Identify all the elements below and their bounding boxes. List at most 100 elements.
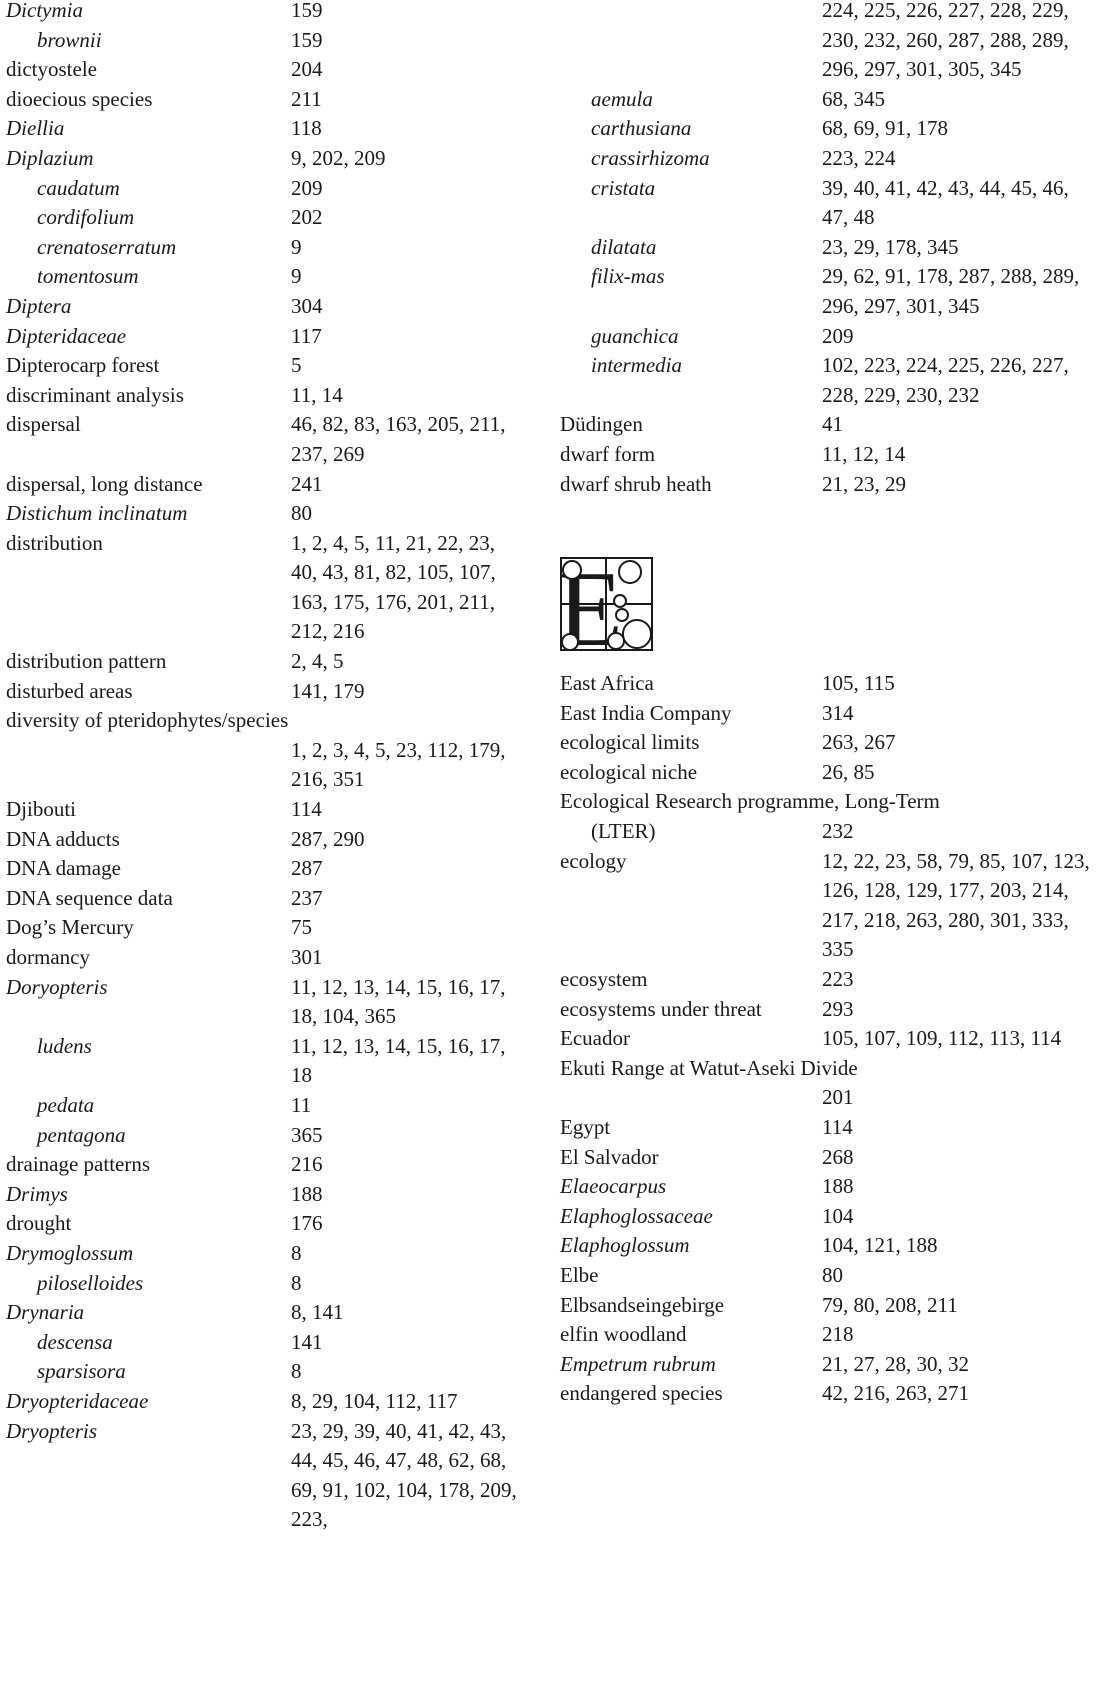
index-term: endangered species (560, 1381, 723, 1406)
index-entry: dwarf shrub heath 21, 23, 29 (560, 470, 1090, 500)
index-term: elfin woodland (560, 1322, 687, 1347)
index-term (560, 0, 822, 85)
index-subentry: brownii 159 (6, 26, 526, 56)
index-term: tomentosum (37, 264, 139, 289)
index-pages: 176 (291, 1211, 323, 1236)
index-entry: distribution 1, 2, 4, 5, 11, 21, 22, 23, … (6, 529, 526, 647)
index-pages: 8, 29, 104, 112, 117 (291, 1388, 458, 1413)
index-term (560, 1083, 822, 1113)
index-term: Drimys (6, 1181, 68, 1206)
index-entry-heading: Ecological Research programme, Long-Term (560, 787, 1090, 817)
index-entry: Dictymia 159 (6, 0, 526, 26)
index-pages: 268 (822, 1144, 854, 1169)
index-pages: 8 (291, 1359, 302, 1384)
index-term: crenatoserratum (37, 234, 177, 259)
index-pages: 201 (822, 1085, 854, 1110)
index-pages: 105, 107, 109, 112, 113, 114 (822, 1026, 1062, 1051)
index-pages: 301 (291, 945, 323, 969)
index-term: (LTER) (591, 819, 656, 844)
index-pages: 41 (822, 412, 843, 437)
index-pages: 46, 82, 83, 163, 205, 211, 237, 269 (291, 412, 506, 466)
index-term: pedata (37, 1092, 95, 1117)
index-subentry: piloselloides 8 (6, 1269, 526, 1299)
index-pages: 188 (822, 1174, 854, 1199)
index-entry: drought 176 (6, 1209, 526, 1239)
index-term: pentagona (37, 1122, 126, 1147)
index-pages: 8 (291, 1270, 302, 1295)
index-pages: 241 (291, 471, 323, 496)
index-term: brownii (37, 27, 102, 52)
index-term: caudatum (37, 175, 120, 200)
index-term: Doryopteris (6, 974, 108, 999)
index-term: Elaeocarpus (560, 1174, 667, 1199)
index-entry: Egypt 114 (560, 1113, 1090, 1143)
index-subentry: filix-mas 29, 62, 91, 178, 287, 288, 289,… (560, 262, 1090, 321)
index-pages: 118 (291, 116, 322, 141)
index-group-d-continued: 224, 225, 226, 227, 228, 229, 230, 232, … (560, 0, 1090, 499)
index-pages: 304 (291, 293, 323, 318)
index-term: Ecological Research programme, Long-Term (560, 789, 940, 814)
index-term: DNA damage (6, 856, 121, 881)
index-pages: 293 (822, 996, 854, 1021)
index-pages: 11, 14 (291, 382, 343, 407)
index-entry: drainage patterns 216 (6, 1150, 526, 1180)
index-term: Drynaria (6, 1300, 85, 1325)
index-entry: DNA damage 287 (6, 854, 526, 884)
index-pages: 188 (291, 1181, 323, 1206)
index-term: drought (6, 1211, 72, 1236)
index-pages: 105, 115 (822, 671, 895, 696)
index-entry: Drimys 188 (6, 1180, 526, 1210)
index-entry: East India Company 314 (560, 699, 1090, 729)
index-entry: dormancy 301 (6, 943, 526, 973)
index-term: piloselloides (37, 1270, 144, 1295)
index-pages: 117 (291, 323, 322, 348)
index-entry: ecosystem 223 (560, 965, 1090, 995)
index-subentry: crenatoserratum 9 (6, 233, 526, 263)
index-entry: dictyostele 204 (6, 55, 526, 85)
index-pages: 237 (291, 885, 323, 910)
index-pages: 21, 27, 28, 30, 32 (822, 1351, 969, 1376)
index-entry: Elaeocarpus 188 (560, 1172, 1090, 1202)
index-term: ecology (560, 848, 627, 873)
index-pages: 11, 12, 13, 14, 15, 16, 17, 18, 104, 365 (291, 974, 506, 1029)
index-pages: 102, 223, 224, 225, 226, 227, 228, 229, … (822, 353, 1069, 407)
index-pages: 114 (822, 1115, 853, 1139)
index-term: discriminant analysis (6, 382, 184, 407)
index-entry: El Salvador 268 (560, 1143, 1090, 1173)
index-pages: 218 (822, 1322, 854, 1347)
index-subentry: carthusiana 68, 69, 91, 178 (560, 114, 1090, 144)
index-term: drainage patterns (6, 1152, 151, 1177)
index-term: distribution pattern (6, 649, 167, 674)
index-pages: 159 (291, 0, 323, 22)
index-term: Dipteridaceae (6, 323, 127, 348)
index-subentry: crassirhizoma 223, 224 (560, 144, 1090, 174)
index-term: aemula (591, 86, 653, 111)
index-term: distribution (6, 530, 103, 555)
index-term: Distichum inclinatum (6, 501, 188, 526)
index-entry: Diptera 304 (6, 292, 526, 322)
index-term: Dryopteris (6, 1418, 97, 1443)
index-subentry: intermedia 102, 223, 224, 225, 226, 227, … (560, 351, 1090, 410)
index-column-left: Dictymia 159 brownii 159 dictyostele 204 dioec… (6, 0, 526, 1535)
index-subentry: sparsisora 8 (6, 1357, 526, 1387)
index-term: dilatata (591, 234, 657, 259)
index-term: ecosystems under threat (560, 996, 762, 1021)
index-entry: Elbe 80 (560, 1261, 1090, 1291)
index-entry: DNA adducts 287, 290 (6, 825, 526, 855)
index-term: Elaphoglossaceae (560, 1203, 713, 1228)
index-pages: 224, 225, 226, 227, 228, 229, 230, 232, … (822, 0, 1069, 82)
section-gap (560, 499, 1090, 543)
index-entry: endangered species 42, 216, 263, 271 (560, 1379, 1090, 1409)
index-subentry: cordifolium 202 (6, 203, 526, 233)
index-subentry: pentagona 365 (6, 1121, 526, 1151)
index-term: Drymoglossum (6, 1240, 134, 1265)
index-term: DNA sequence data (6, 885, 173, 910)
index-entry: Diellia 118 (6, 114, 526, 144)
index-entry: dispersal 46, 82, 83, 163, 205, 211, 237,… (6, 410, 526, 469)
index-term: intermedia (591, 353, 682, 378)
index-entry-heading: Ekuti Range at Watut-Aseki Divide (560, 1054, 1090, 1084)
index-term: Elaphoglossum (560, 1233, 690, 1258)
index-pages: 232 (822, 819, 854, 844)
index-term: Dryopteridaceae (6, 1388, 149, 1413)
index-subentry: aemula 68, 345 (560, 85, 1090, 115)
